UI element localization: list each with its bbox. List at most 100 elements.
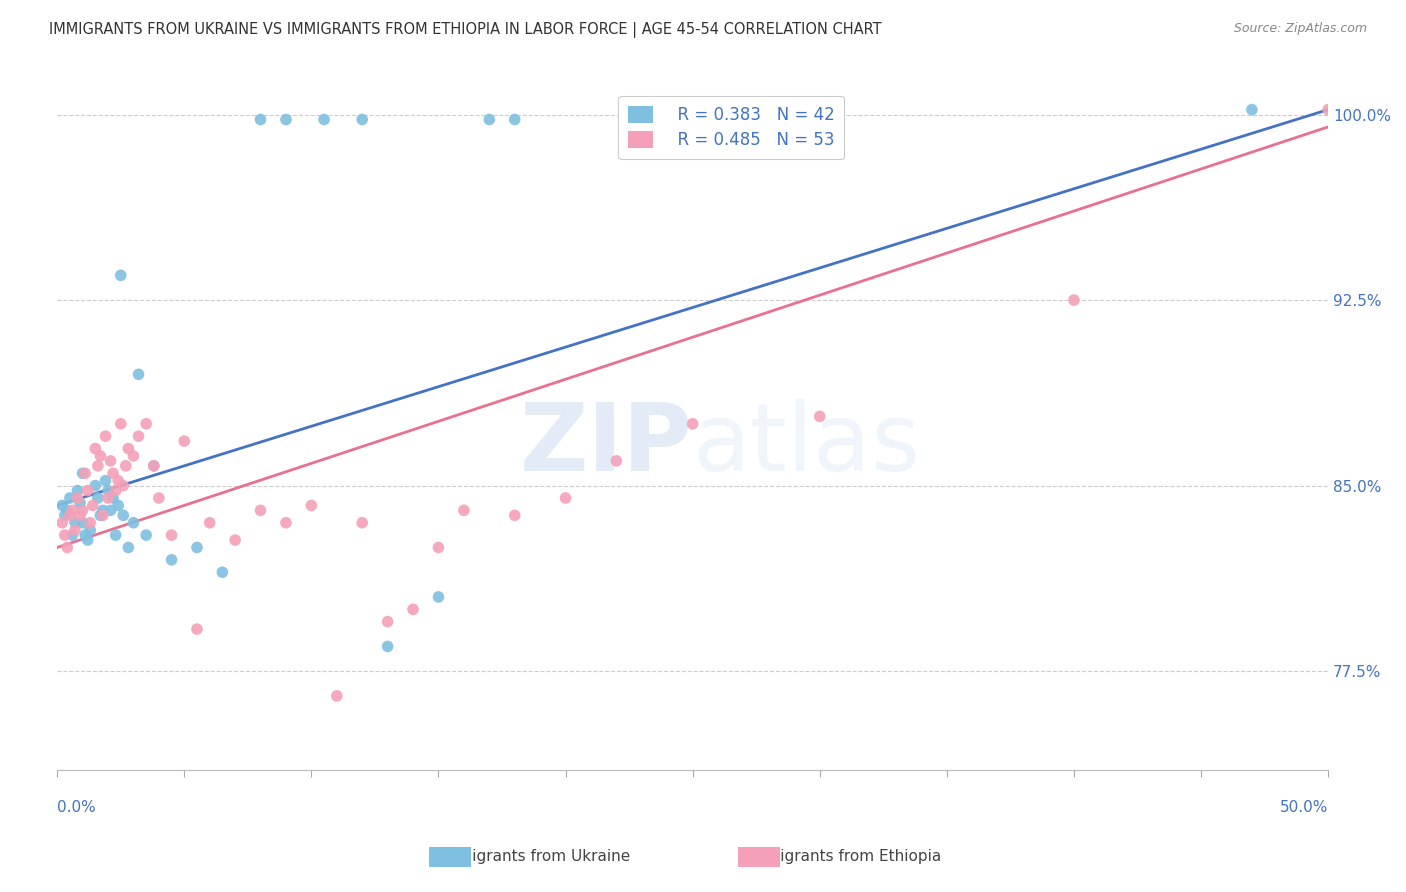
Point (128, 429, 150, 443)
Point (808, 409, 831, 424)
Text: Source: ZipAtlas.com: Source: ZipAtlas.com (1233, 22, 1367, 36)
Point (503, 112, 526, 127)
Point (112, 478, 135, 492)
Point (72, 467, 94, 481)
Text: atlas: atlas (693, 399, 921, 491)
Y-axis label: In Labor Force | Age 45-54: In Labor Force | Age 45-54 (0, 323, 8, 524)
Point (478, 112, 501, 127)
Point (377, 615, 399, 629)
Point (605, 454, 627, 468)
Point (62, 503, 84, 517)
Point (117, 541, 139, 555)
Point (56, 541, 79, 555)
Point (173, 434, 195, 449)
Point (87, 458, 110, 473)
Point (94, 429, 117, 443)
Point (114, 458, 136, 473)
Point (682, 417, 704, 431)
Text: IMMIGRANTS FROM UKRAINE VS IMMIGRANTS FROM ETHIOPIA IN LABOR FORCE | AGE 45-54 C: IMMIGRANTS FROM UKRAINE VS IMMIGRANTS FR… (49, 22, 882, 38)
Point (91, 508, 114, 523)
Point (66, 483, 89, 498)
Point (554, 491, 576, 505)
Point (100, 454, 122, 468)
Point (100, 503, 122, 517)
Point (62, 528, 84, 542)
Point (63, 516, 86, 530)
Point (82, 499, 104, 513)
Point (326, 689, 349, 703)
Point (104, 483, 127, 498)
Point (112, 508, 135, 523)
Text: Immigrants from Ukraine: Immigrants from Ukraine (439, 849, 630, 863)
Point (69, 508, 91, 523)
Point (91, 503, 114, 517)
Point (63, 523, 86, 537)
Point (198, 516, 221, 530)
Point (224, 533, 246, 547)
Legend:   R = 0.383   N = 42,   R = 0.485   N = 53: R = 0.383 N = 42, R = 0.485 N = 53 (619, 96, 845, 159)
Point (352, 516, 374, 530)
Point (101, 467, 124, 481)
Point (122, 516, 145, 530)
Point (249, 503, 271, 517)
Point (66, 491, 89, 505)
Point (51, 499, 73, 513)
Point (1317, 103, 1340, 117)
Point (84, 478, 107, 492)
Text: ZIP: ZIP (520, 399, 693, 491)
Point (402, 602, 425, 616)
Point (142, 458, 165, 473)
Point (1240, 103, 1263, 117)
Point (249, 112, 271, 127)
Point (312, 112, 335, 127)
Point (72, 503, 94, 517)
Point (97, 483, 120, 498)
Point (76, 483, 98, 498)
Point (51, 516, 73, 530)
Point (186, 541, 208, 555)
Point (72, 516, 94, 530)
Point (107, 499, 129, 513)
Point (110, 268, 132, 283)
Point (84, 442, 107, 456)
Point (107, 474, 129, 488)
Point (211, 565, 233, 579)
Point (94, 474, 117, 488)
Point (453, 503, 475, 517)
Point (110, 417, 132, 431)
Point (97, 491, 120, 505)
Point (160, 528, 183, 542)
Text: 50.0%: 50.0% (1279, 800, 1329, 814)
Point (75, 528, 97, 542)
Point (76, 533, 98, 547)
Text: 0.0%: 0.0% (58, 800, 96, 814)
Point (53, 508, 76, 523)
Point (299, 499, 322, 513)
Point (59, 508, 82, 523)
Point (160, 553, 183, 567)
Point (79, 516, 101, 530)
Point (1063, 293, 1085, 307)
Point (75, 467, 97, 481)
Point (89, 508, 111, 523)
Point (274, 516, 297, 530)
Point (128, 368, 150, 382)
Point (59, 491, 82, 505)
Point (503, 508, 526, 523)
Point (352, 112, 374, 127)
Point (377, 640, 399, 654)
Point (87, 491, 110, 505)
Point (142, 458, 165, 473)
Point (427, 541, 450, 555)
Point (56, 503, 79, 517)
Point (274, 112, 297, 127)
Point (135, 528, 157, 542)
Point (104, 528, 127, 542)
Point (53, 528, 76, 542)
Text: Immigrants from Ethiopia: Immigrants from Ethiopia (747, 849, 941, 863)
Point (186, 622, 208, 636)
Point (427, 590, 450, 604)
Point (79, 523, 101, 537)
Point (101, 491, 124, 505)
Point (117, 442, 139, 456)
